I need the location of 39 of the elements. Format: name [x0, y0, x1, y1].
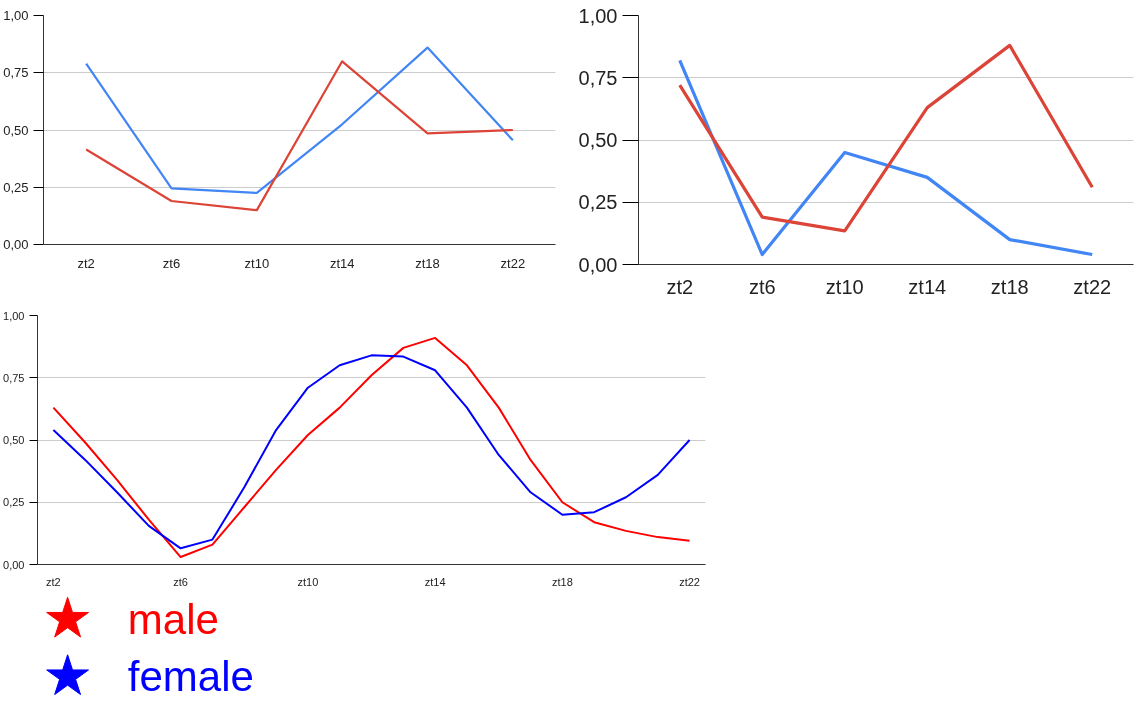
- y-tick-label: 0,25: [578, 191, 618, 214]
- y-tick-label: 0,50: [3, 122, 29, 138]
- y-tick-label: 0,25: [3, 179, 29, 195]
- y-tick-label: 1,00: [578, 4, 618, 27]
- legend-label: female: [127, 653, 254, 701]
- x-tick-label: zt2: [77, 255, 95, 271]
- y-tick-label: 0,25: [3, 496, 25, 509]
- x-tick-label: zt14: [908, 275, 947, 298]
- x-tick-label: zt2: [666, 275, 694, 298]
- y-tick-label: 0,00: [3, 237, 29, 252]
- x-tick-label: zt18: [415, 255, 440, 271]
- x-tick-label: zt10: [297, 575, 319, 588]
- x-tick-label: zt10: [244, 255, 270, 271]
- y-tick-label: 0,75: [3, 371, 25, 384]
- y-tick-label: 0,50: [3, 434, 25, 446]
- x-tick-label: zt14: [424, 575, 446, 588]
- line-series: [678, 43, 1094, 233]
- y-tick-label: 1,00: [3, 309, 25, 322]
- x-tick-label: zt6: [173, 575, 188, 588]
- y-tick-label: 0,00: [578, 253, 618, 276]
- y-tick-label: 0,75: [578, 66, 618, 89]
- y-tick-label: 1,00: [3, 8, 29, 23]
- x-tick-label: zt18: [551, 575, 573, 588]
- x-tick-label: zt6: [162, 255, 181, 271]
- x-tick-label: zt18: [990, 275, 1029, 298]
- y-tick-label: 0,75: [3, 65, 29, 81]
- x-tick-label: zt22: [500, 255, 526, 271]
- x-tick-label: zt2: [46, 575, 61, 588]
- y-tick-label: 0,00: [3, 558, 25, 571]
- y-tick-label: 0,50: [578, 129, 618, 151]
- line-series: [85, 60, 514, 212]
- legend-label: male: [127, 595, 219, 643]
- x-tick-label: zt10: [825, 275, 864, 298]
- x-tick-label: zt6: [748, 275, 776, 298]
- x-tick-label: zt14: [329, 255, 355, 271]
- x-tick-label: zt22: [1073, 275, 1112, 298]
- line-series: [85, 46, 514, 195]
- x-tick-label: zt22: [679, 575, 700, 588]
- line-series: [678, 58, 1094, 257]
